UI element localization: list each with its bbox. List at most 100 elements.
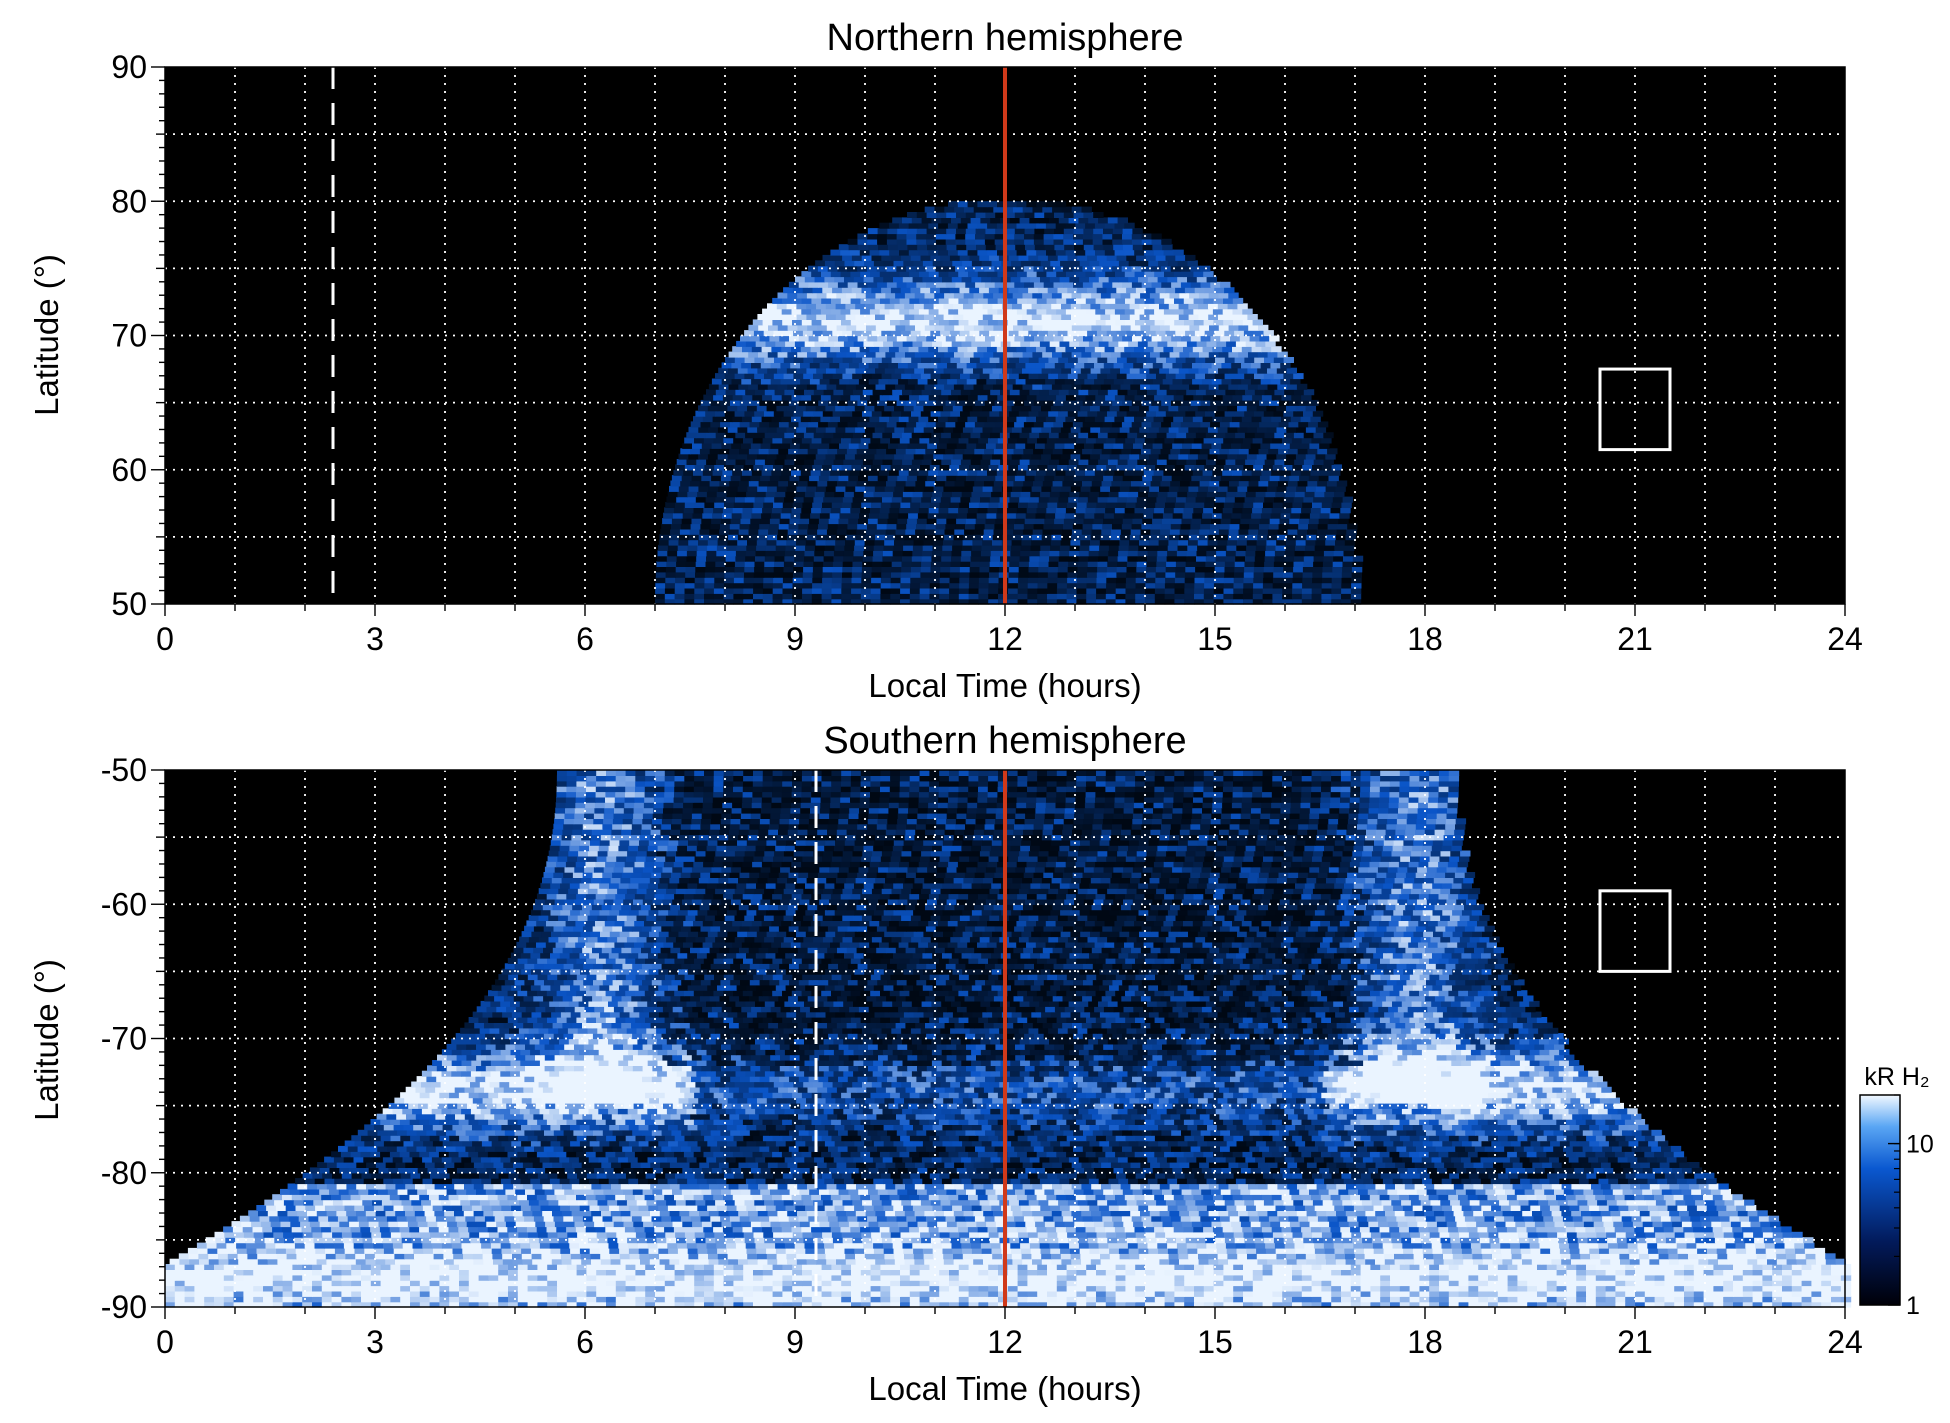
emission-cell	[1172, 512, 1184, 519]
emission-cell	[1165, 373, 1177, 380]
emission-cell	[862, 459, 874, 465]
emission-cell	[1055, 201, 1067, 208]
emission-cell	[753, 582, 764, 589]
emission-cell	[1132, 244, 1144, 251]
emission-cell	[883, 544, 894, 551]
emission-cell	[861, 254, 873, 261]
emission-cell	[1274, 550, 1286, 557]
emission-cell	[777, 324, 789, 331]
emission-cell	[1146, 496, 1157, 503]
emission-cell	[1248, 448, 1260, 455]
emission-cell	[1211, 378, 1223, 385]
emission-cell	[1237, 314, 1248, 320]
emission-cell	[1153, 346, 1164, 353]
emission-cell	[904, 367, 915, 374]
emission-cell	[1037, 437, 1048, 444]
emission-cell	[1034, 228, 1045, 235]
emission-cell	[851, 1290, 862, 1297]
emission-cell	[1014, 335, 1025, 342]
emission-cell	[842, 254, 853, 261]
emission-cell	[1247, 367, 1258, 374]
emission-cell	[1150, 528, 1161, 535]
emission-cell	[1144, 437, 1156, 444]
emission-cell	[1331, 587, 1342, 594]
emission-cell	[1237, 539, 1248, 546]
emission-cell	[1020, 260, 1032, 267]
emission-cell	[858, 362, 870, 369]
emission-cell	[936, 228, 947, 235]
emission-cell	[963, 303, 974, 310]
emission-cell	[1095, 437, 1107, 444]
emission-cell	[1168, 453, 1179, 460]
emission-cell	[253, 1285, 264, 1292]
emission-cell	[1090, 367, 1101, 374]
emission-cell	[845, 539, 856, 546]
emission-cell	[684, 587, 695, 594]
emission-cell	[870, 1296, 881, 1303]
emission-cell	[905, 324, 916, 331]
emission-cell	[947, 416, 959, 423]
emission-cell	[312, 1301, 323, 1308]
emission-cell	[988, 1290, 999, 1297]
emission-cell	[1076, 577, 1088, 584]
emission-cell	[468, 1290, 480, 1297]
emission-cell	[956, 475, 967, 482]
emission-cell	[1090, 534, 1102, 541]
emission-cell	[847, 399, 858, 406]
emission-cell	[978, 1290, 989, 1297]
emission-cell	[959, 577, 970, 584]
emission-cell	[1058, 432, 1070, 439]
emission-cell	[702, 416, 714, 423]
emission-cell	[858, 442, 869, 449]
emission-cell	[1215, 357, 1226, 363]
emission-cell	[838, 244, 850, 251]
emission-cell	[1227, 367, 1239, 374]
emission-cell	[1200, 281, 1211, 288]
emission-cell	[674, 1285, 685, 1292]
emission-cell	[1350, 587, 1362, 594]
emission-cell	[924, 367, 935, 374]
emission-cell	[1080, 405, 1091, 412]
emission-cell	[862, 389, 874, 396]
emission-cell	[1005, 212, 1016, 218]
emission-cell	[1207, 453, 1219, 460]
emission-cell	[1046, 437, 1058, 444]
emission-cell	[1107, 217, 1119, 224]
emission-cell	[682, 512, 694, 519]
emission-cell	[1087, 496, 1099, 503]
emission-cell	[1081, 351, 1092, 358]
emission-cell	[813, 496, 824, 503]
emission-cell	[1070, 405, 1081, 412]
emission-cell	[861, 464, 872, 471]
emission-cell	[1147, 550, 1158, 557]
emission-cell	[875, 324, 887, 331]
emission-cell	[1057, 330, 1069, 337]
emission-cell	[1096, 1290, 1107, 1297]
emission-cell	[1223, 319, 1234, 326]
emission-cell	[708, 534, 719, 541]
emission-cell	[1202, 469, 1213, 476]
emission-cell	[853, 389, 864, 396]
emission-cell	[1101, 528, 1112, 535]
emission-cell	[900, 593, 911, 600]
emission-cell	[865, 383, 877, 390]
emission-cell	[1133, 512, 1144, 519]
emission-cell	[955, 281, 966, 288]
emission-cell	[1098, 389, 1109, 396]
emission-cell	[1151, 399, 1162, 406]
emission-cell	[1105, 1296, 1117, 1303]
emission-cell	[900, 330, 912, 337]
emission-cell	[1130, 383, 1141, 390]
emission-cell	[934, 383, 945, 390]
emission-cell	[842, 330, 853, 337]
emission-cell	[975, 212, 986, 218]
emission-cell	[1189, 351, 1200, 358]
emission-cell	[899, 271, 910, 278]
emission-cell	[886, 281, 898, 288]
emission-cell	[822, 254, 833, 261]
emission-cell	[243, 1296, 254, 1303]
emission-cell	[655, 582, 666, 589]
emission-cell	[910, 582, 921, 589]
emission-cell	[1093, 228, 1104, 235]
emission-cell	[874, 539, 885, 546]
